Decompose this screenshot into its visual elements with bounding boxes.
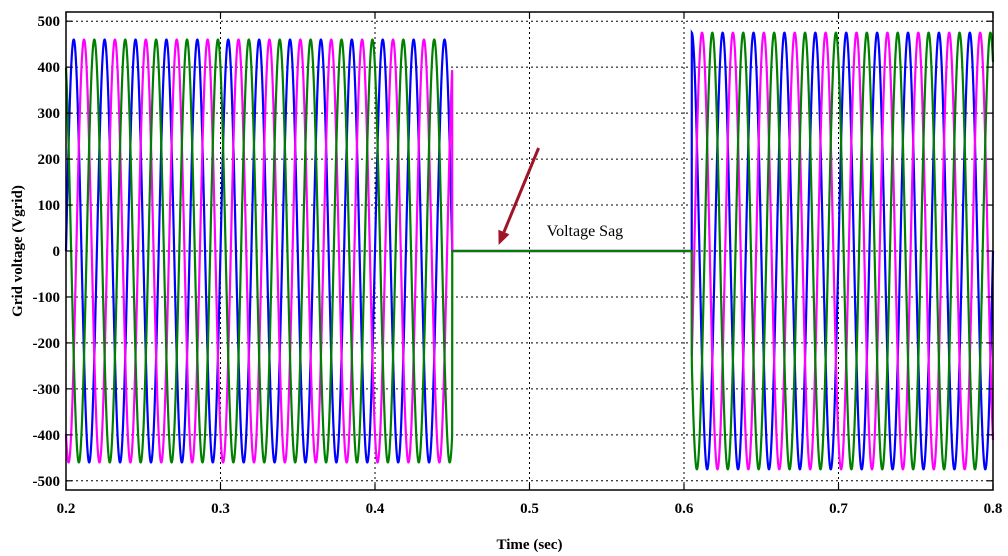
annotation-arrow-head xyxy=(498,229,510,245)
y-tick-label: 300 xyxy=(38,106,61,122)
x-tick-label: 0.4 xyxy=(366,501,385,517)
voltage-series-line xyxy=(64,31,995,471)
x-tick-label: 0.5 xyxy=(520,501,539,517)
y-tick-label: -100 xyxy=(33,290,61,306)
x-tick-label: 0.7 xyxy=(829,501,848,517)
annotation-label: Voltage Sag xyxy=(547,223,624,240)
y-tick-label: 500 xyxy=(38,14,61,30)
y-axis-label: Grid voltage (Vgrid) xyxy=(10,185,26,317)
annotation-arrow xyxy=(502,147,540,233)
y-tick-label: -200 xyxy=(33,336,61,352)
series-layer xyxy=(64,29,995,471)
y-tick-label: -500 xyxy=(33,474,61,490)
x-tick-label: 0.2 xyxy=(57,501,76,517)
y-tick-label: -300 xyxy=(33,382,61,398)
axis-ticks: 0.2 0.3 0.4 0.5 0.6 0.7 0.8 500 400 300 200 100 0 -10… xyxy=(33,12,1003,517)
x-tick-label: 0.6 xyxy=(675,501,694,517)
x-tick-label: 0.8 xyxy=(984,501,1003,517)
y-tick-label: 400 xyxy=(38,60,61,76)
x-axis-label: Time (sec) xyxy=(497,537,563,553)
y-tick-label: 200 xyxy=(38,152,61,168)
y-tick-label: 0 xyxy=(53,244,61,260)
x-tick-label: 0.3 xyxy=(211,501,230,517)
voltage-sag-annotation: Voltage Sag xyxy=(498,147,624,245)
y-tick-label: 100 xyxy=(38,198,61,214)
y-tick-label: -400 xyxy=(33,428,61,444)
